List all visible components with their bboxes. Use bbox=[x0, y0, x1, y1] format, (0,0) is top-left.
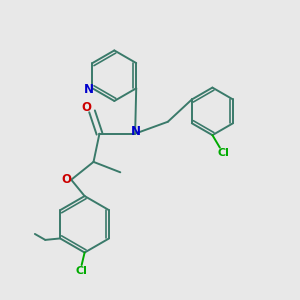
Text: O: O bbox=[82, 101, 92, 114]
Text: Cl: Cl bbox=[76, 266, 88, 276]
Text: O: O bbox=[61, 173, 71, 186]
Text: N: N bbox=[131, 125, 141, 138]
Text: N: N bbox=[84, 83, 94, 96]
Text: Cl: Cl bbox=[218, 148, 230, 158]
